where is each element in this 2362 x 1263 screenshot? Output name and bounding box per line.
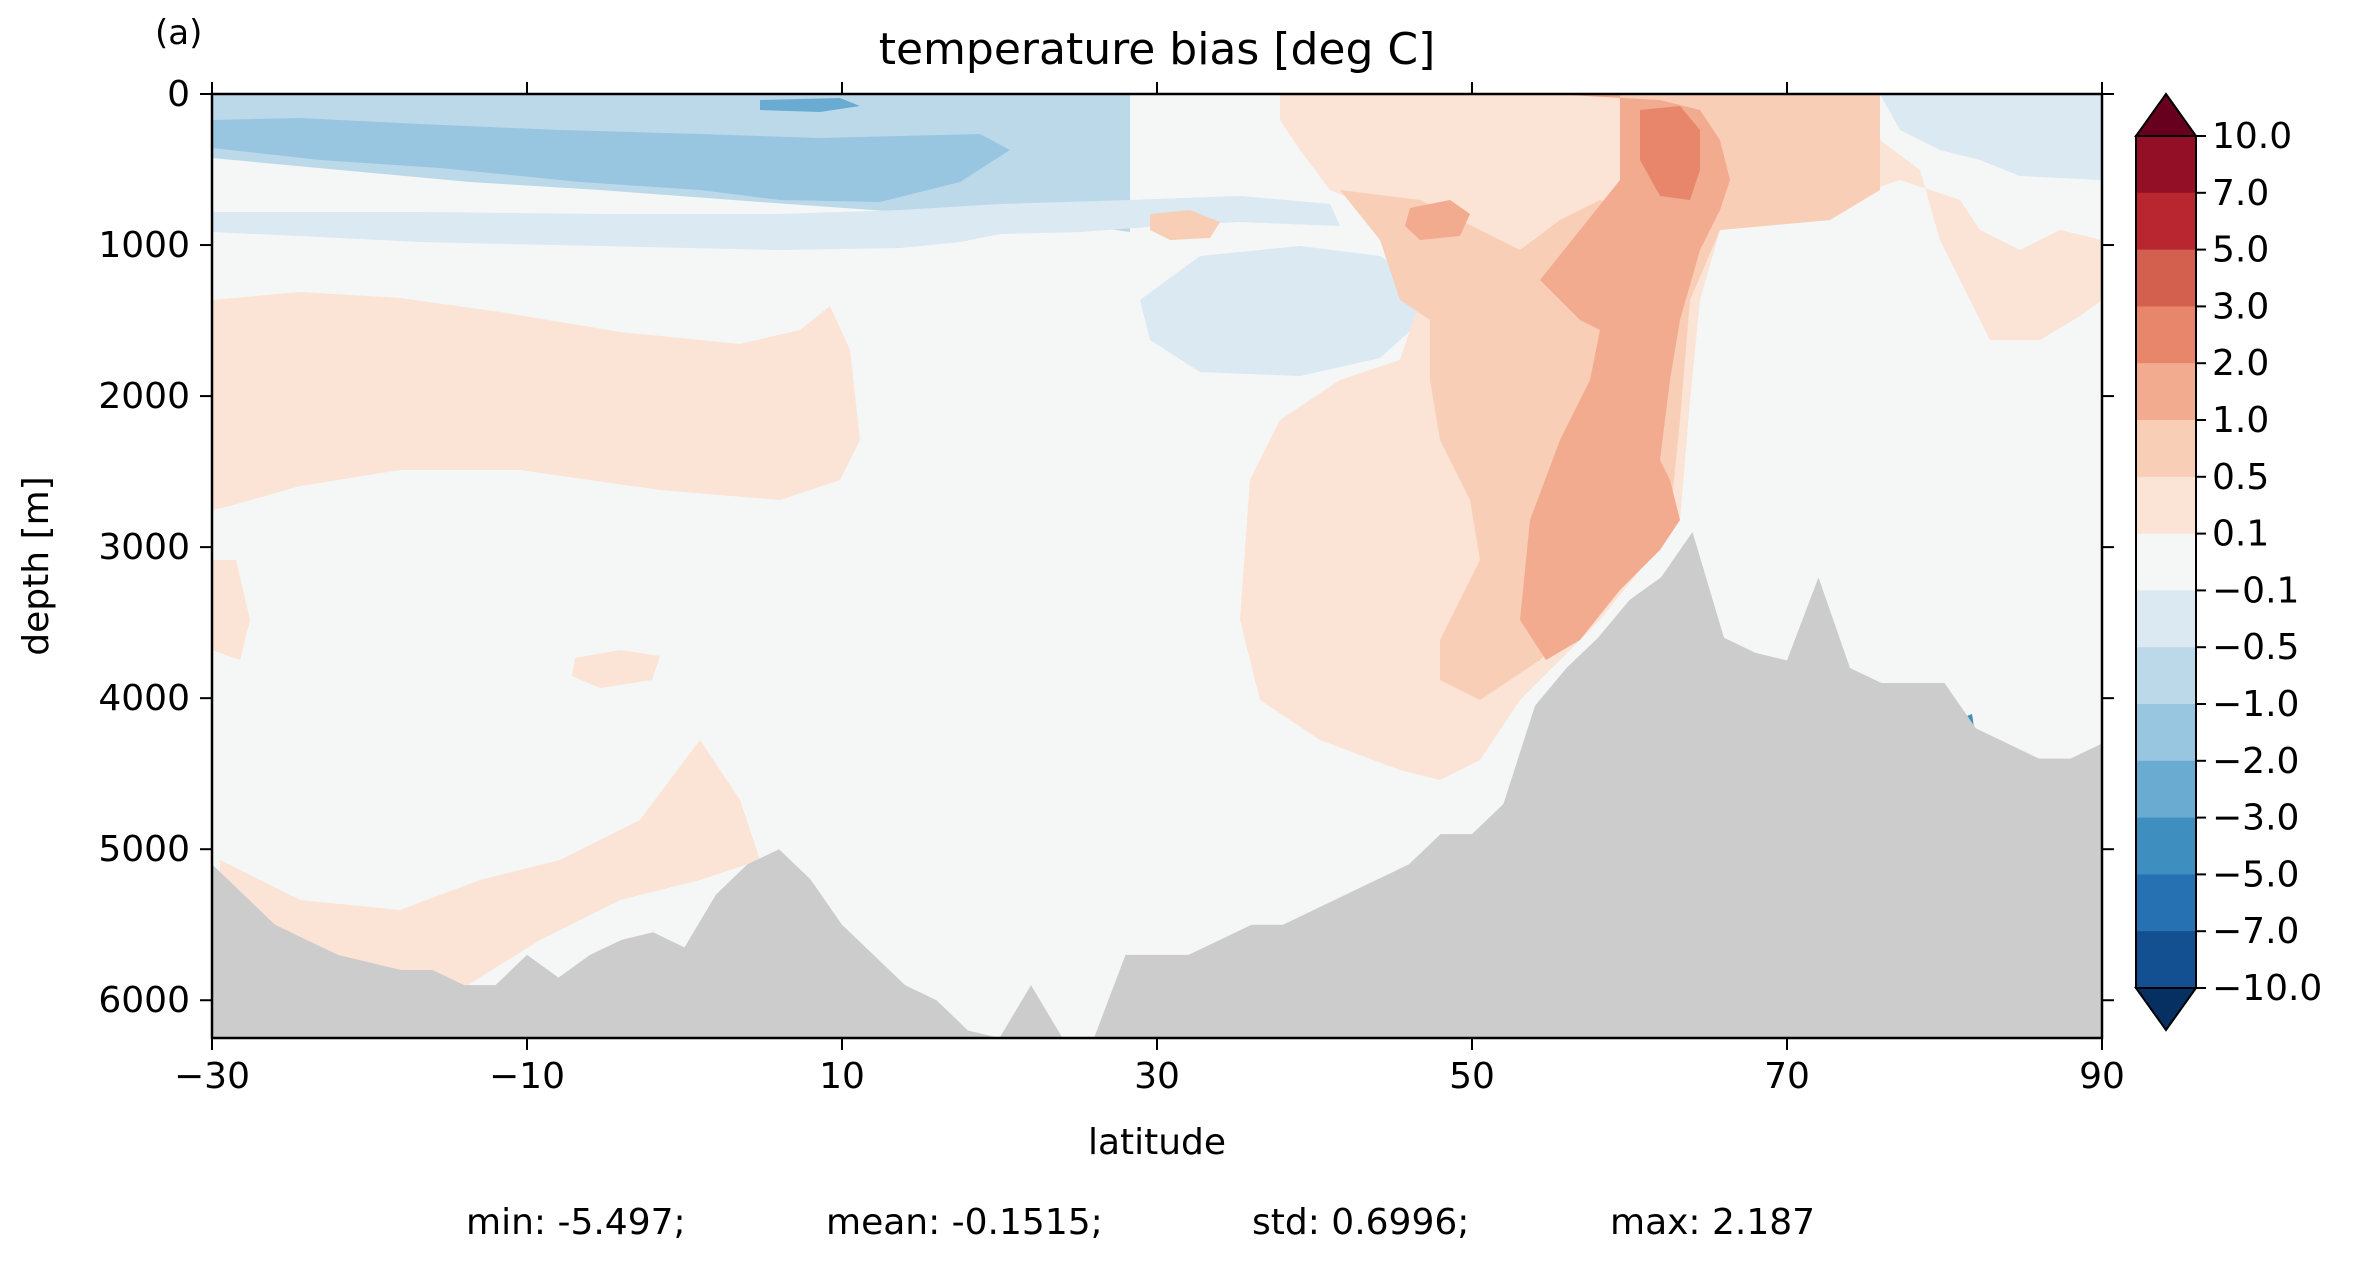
colorbar-label: 2.0 [2212,343,2269,384]
stats-line: min: -5.497; mean: -0.1515; std: 0.6996;… [466,1202,1815,1243]
colorbar-label: 10.0 [2212,116,2292,157]
colorbar-label: 0.1 [2212,514,2269,555]
colorbar-swatch [2136,931,2196,989]
colorbar-swatch [2136,590,2196,648]
anomaly-region-south-warm [212,292,860,510]
colorbar-label: −1.0 [2212,684,2299,725]
bathymetry-mask [212,532,2102,1038]
colorbar-label: −2.0 [2212,741,2299,782]
y-tick-label: 4000 [98,678,190,719]
x-axis: −30 −10 10 30 50 70 90 [174,82,2125,1097]
anomaly-region-subsurface-cold [212,196,1340,250]
anomaly-region-lowlat-warm2 [1405,200,1470,240]
y-tick-label: 6000 [98,980,190,1021]
colorbar-label: −10.0 [2212,968,2322,1009]
colorbar-label: −3.0 [2212,798,2299,839]
colorbar-frame [2135,135,2197,989]
anomaly-region-lowlat-warm [1150,210,1220,240]
x-tick-label: 50 [1449,1056,1495,1097]
colorbar-swatch [2136,420,2196,478]
colorbar: 10.0 7.0 5.0 3.0 2.0 1.0 0.5 0.1 −0.1 −0.5 −1.0 −2.… [2134,92,2322,1032]
colorbar-label: −7.0 [2212,911,2299,952]
y-tick-label: 3000 [98,527,190,568]
colorbar-label: −0.5 [2212,627,2299,668]
colorbar-swatch [2136,760,2196,819]
anomaly-region-north-warm-core [1640,106,1700,200]
anomaly-region-south-warm-deep [212,560,250,660]
colorbar-swatch [2136,192,2196,251]
anomaly-region-bottom-warm [220,740,760,1000]
x-tick-label: 70 [1764,1056,1810,1097]
y-tick-label: 0 [167,74,190,115]
x-tick-label: −10 [489,1056,565,1097]
y-tick-label: 1000 [98,225,190,266]
y-axis: 0 1000 2000 3000 4000 5000 6000 [98,74,2114,1021]
x-tick-label: 30 [1134,1056,1180,1097]
stat-max: max: 2.187 [1610,1202,1815,1243]
anomaly-region-south-warm-patch [572,650,660,688]
chart-title: temperature bias [deg C] [879,24,1436,75]
colorbar-swatch [2136,249,2196,307]
x-tick-label: −30 [174,1056,250,1097]
y-tick-label: 2000 [98,376,190,417]
stat-min: min: -5.497; [466,1202,686,1243]
colorbar-extend-min [2134,987,2198,1032]
anomaly-region-surface-cold-strong [212,118,1010,202]
colorbar-label: 3.0 [2212,286,2269,327]
colorbar-swatch [2136,533,2196,591]
y-tick-label: 5000 [98,829,190,870]
anomaly-region-surface-cold-core [760,98,860,112]
colorbar-swatch [2136,306,2196,364]
plot-area [212,94,2102,1038]
colorbar-label: 0.5 [2212,457,2269,498]
colorbar-label: 1.0 [2212,400,2269,441]
stat-std: std: 0.6996; [1252,1202,1469,1243]
anomaly-region-north-warm-strong [1520,94,1730,660]
x-tick-label: 10 [819,1056,865,1097]
stat-mean: mean: -0.1515; [826,1202,1103,1243]
colorbar-swatch [2136,476,2196,535]
colorbar-label: −5.0 [2212,854,2299,895]
colorbar-extend-max [2134,92,2198,137]
anomaly-region-midlat-cold-light [1140,246,1420,376]
colorbar-swatch [2136,704,2196,762]
colorbar-swatch [2136,817,2196,875]
colorbar-label: 5.0 [2212,230,2269,271]
y-axis-label: depth [m] [16,476,57,655]
colorbar-swatch [2136,874,2196,932]
colorbar-swatch [2136,647,2196,705]
panel-label: (a) [155,13,202,53]
colorbar-swatch [2136,136,2196,194]
x-tick-label: 90 [2079,1056,2125,1097]
colorbar-swatch [2136,363,2196,421]
colorbar-label: 7.0 [2212,173,2269,214]
colorbar-label: −0.1 [2212,570,2299,611]
anomaly-region-arctic-cold [1880,94,2102,180]
x-axis-label: latitude [1088,1122,1226,1163]
